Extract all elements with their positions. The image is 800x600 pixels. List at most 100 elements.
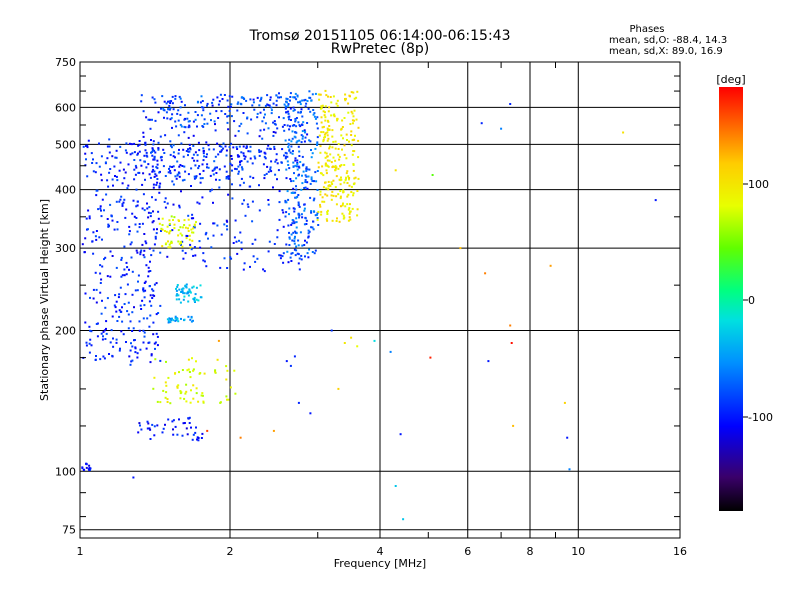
- data-point: [232, 242, 235, 244]
- data-point: [334, 169, 337, 172]
- data-point: [188, 416, 191, 419]
- data-point: [136, 352, 139, 355]
- data-point: [184, 170, 187, 173]
- data-point: [267, 203, 270, 206]
- data-point: [175, 289, 178, 292]
- data-point: [142, 172, 145, 175]
- data-point: [190, 228, 193, 231]
- data-point: [143, 233, 146, 235]
- data-point: [171, 180, 174, 183]
- data-point: [509, 324, 512, 327]
- data-point: [313, 197, 316, 200]
- data-point: [134, 173, 137, 176]
- data-point: [289, 92, 292, 95]
- data-point: [216, 166, 218, 169]
- data-point: [306, 100, 309, 102]
- data-point: [235, 240, 238, 243]
- data-point: [147, 163, 150, 166]
- data-point: [326, 213, 329, 215]
- data-point: [143, 331, 146, 334]
- data-point: [654, 199, 657, 202]
- chart-subtitle: RwPretec (8p): [331, 41, 429, 57]
- data-point: [90, 344, 93, 347]
- data-point: [139, 253, 142, 256]
- data-point: [104, 306, 107, 309]
- x-tick-label: 6: [464, 545, 471, 558]
- data-point: [288, 231, 290, 234]
- data-point: [171, 229, 174, 232]
- data-point: [341, 126, 344, 128]
- data-point: [294, 191, 297, 194]
- data-point: [334, 159, 337, 162]
- data-point: [107, 223, 110, 226]
- data-point: [146, 207, 149, 210]
- data-point: [176, 284, 179, 286]
- data-point: [152, 387, 155, 390]
- data-point: [121, 320, 124, 323]
- data-point: [122, 168, 125, 171]
- data-point: [94, 358, 97, 361]
- data-point: [171, 102, 174, 105]
- data-point: [239, 184, 242, 187]
- data-point: [154, 341, 157, 344]
- data-point: [348, 177, 351, 179]
- data-point: [113, 228, 116, 231]
- data-point: [187, 290, 190, 293]
- data-point: [179, 164, 182, 166]
- data-point: [140, 249, 143, 252]
- data-point: [88, 468, 90, 471]
- data-point: [312, 109, 315, 111]
- data-point: [115, 200, 118, 203]
- data-point: [141, 207, 144, 210]
- data-point: [201, 100, 204, 102]
- data-point: [99, 291, 102, 294]
- data-point: [147, 211, 150, 214]
- data-point: [294, 235, 296, 238]
- data-point: [106, 145, 109, 148]
- data-point: [316, 144, 318, 146]
- data-point: [230, 257, 233, 260]
- data-point: [276, 229, 279, 232]
- data-point: [171, 126, 173, 129]
- data-point: [220, 145, 223, 148]
- data-point: [289, 364, 292, 367]
- data-point: [285, 360, 288, 363]
- data-point: [129, 363, 132, 366]
- data-point: [170, 100, 173, 103]
- data-point: [192, 319, 194, 322]
- data-point: [123, 198, 126, 201]
- data-point: [179, 240, 182, 243]
- data-point: [293, 240, 296, 243]
- data-point: [324, 136, 326, 138]
- data-point: [100, 209, 102, 212]
- data-point: [151, 147, 154, 150]
- data-point: [197, 439, 200, 442]
- data-point: [200, 95, 203, 98]
- data-point: [509, 103, 512, 105]
- data-point: [115, 338, 118, 341]
- data-point: [224, 145, 227, 148]
- data-point: [122, 201, 125, 204]
- data-point: [174, 97, 177, 100]
- data-point: [289, 151, 292, 154]
- data-point: [156, 344, 159, 347]
- data-point: [172, 144, 175, 147]
- data-point: [289, 99, 291, 102]
- data-point: [144, 178, 146, 181]
- data-point: [157, 147, 160, 150]
- data-point: [294, 164, 297, 167]
- data-point: [346, 195, 349, 198]
- data-point: [168, 231, 171, 234]
- data-point: [321, 200, 324, 203]
- data-point: [303, 140, 306, 143]
- data-point: [243, 98, 246, 100]
- data-point: [149, 270, 152, 272]
- data-point: [135, 249, 138, 252]
- data-point: [304, 239, 306, 242]
- data-point: [110, 329, 113, 332]
- data-point: [288, 244, 291, 246]
- data-point: [318, 93, 321, 96]
- data-point: [214, 166, 217, 169]
- data-point: [177, 320, 180, 323]
- data-point: [281, 125, 284, 128]
